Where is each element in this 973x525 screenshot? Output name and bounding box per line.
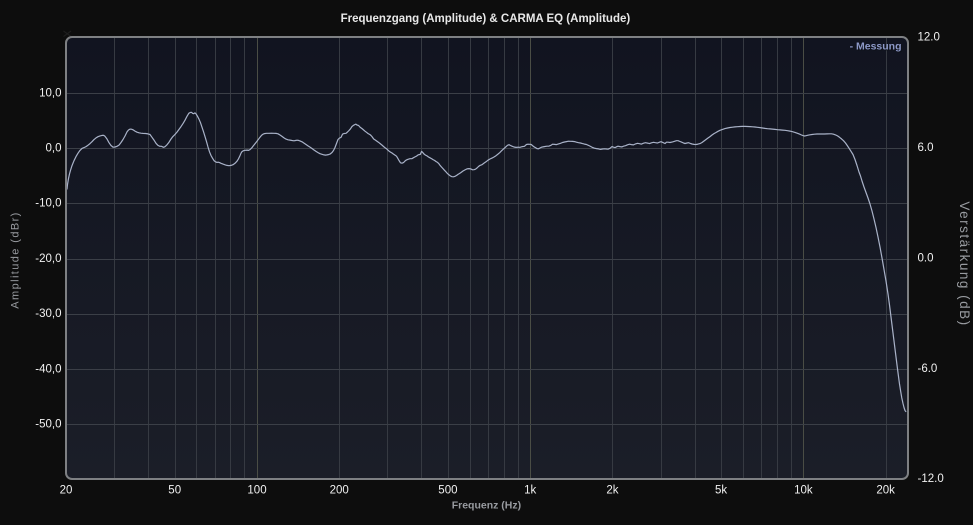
svg-text:Amplitude (dBr): Amplitude (dBr) [9, 211, 21, 308]
svg-text:-30,0: -30,0 [35, 308, 61, 320]
svg-text:-50,0: -50,0 [35, 419, 61, 431]
svg-text:20k: 20k [876, 484, 895, 496]
svg-text:-40,0: -40,0 [35, 363, 61, 375]
svg-text:0,0: 0,0 [46, 143, 62, 155]
svg-text:Verstärkung (dB): Verstärkung (dB) [957, 201, 972, 326]
svg-text:-20,0: -20,0 [35, 253, 61, 265]
svg-text:Frequenz (Hz): Frequenz (Hz) [452, 499, 521, 511]
svg-text:500: 500 [438, 484, 457, 496]
svg-text:5k: 5k [715, 484, 727, 496]
svg-text:-6.0: -6.0 [918, 363, 938, 375]
svg-text:6.0: 6.0 [918, 142, 934, 154]
svg-text:2k: 2k [606, 484, 618, 496]
svg-text:-12.0: -12.0 [918, 473, 944, 485]
svg-text:20: 20 [60, 484, 73, 496]
svg-text:10k: 10k [794, 484, 813, 496]
svg-text:100: 100 [247, 484, 266, 496]
svg-text:1k: 1k [524, 484, 536, 496]
svg-text:0.0: 0.0 [918, 252, 934, 264]
svg-text:200: 200 [330, 484, 349, 496]
svg-text:Frequenzgang (Amplitude) & CAR: Frequenzgang (Amplitude) & CARMA EQ (Amp… [341, 13, 631, 25]
svg-text:- Messung: - Messung [850, 41, 902, 53]
svg-text:-10,0: -10,0 [35, 198, 61, 210]
svg-text:12.0: 12.0 [918, 32, 940, 44]
svg-text:10,0: 10,0 [39, 87, 61, 99]
svg-text:50: 50 [168, 484, 181, 496]
